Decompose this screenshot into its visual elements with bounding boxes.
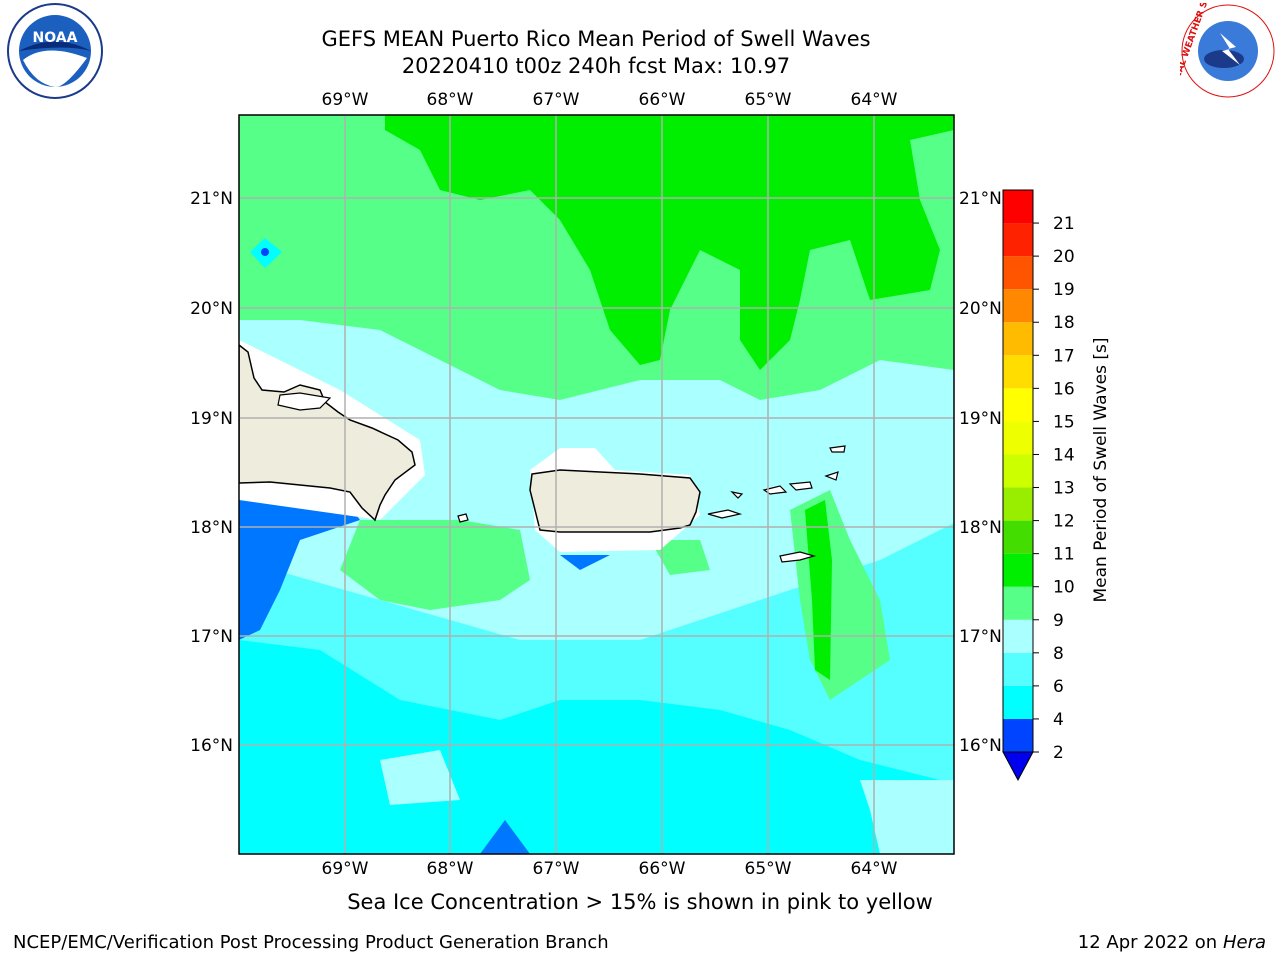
lat-label-left: 21°N: [190, 189, 233, 209]
colorbar-tick-label: 19: [1053, 280, 1075, 300]
field-band-2-4-pr: [560, 555, 610, 570]
map-frame: [238, 114, 955, 855]
lon-label-bottom: 66°W: [639, 859, 686, 879]
noaa-logo: NOAA: [5, 2, 105, 104]
field-band-2-4-south: [480, 820, 530, 854]
lat-label-right: 20°N: [959, 299, 1002, 319]
lat-labels-right: 21°N 20°N 19°N 18°N 17°N 16°N: [959, 189, 1002, 756]
lat-label-left: 20°N: [190, 299, 233, 319]
lat-label-left: 17°N: [190, 627, 233, 647]
lon-label-bottom: 65°W: [745, 859, 792, 879]
colorbar-swatch: [1003, 487, 1033, 521]
colorbar-tick-label: 11: [1053, 545, 1075, 565]
colorbar-tick-label: 15: [1053, 412, 1075, 432]
lon-label-top: 64°W: [851, 90, 898, 110]
colorbar-swatch: [1003, 256, 1033, 290]
colorbar-swatch: [1003, 289, 1033, 323]
colorbar-tick-label: 12: [1053, 512, 1075, 532]
swell-period-field: [239, 115, 954, 854]
chart-subtitle: 20220410 t00z 240h fcst Max: 10.97: [401, 54, 791, 78]
colorbar-swatch: [1003, 421, 1033, 455]
field-band-8-9-southwest: [380, 750, 460, 805]
colorbar-under-arrow: [1002, 751, 1034, 782]
gonave-bay: [277, 392, 332, 411]
field-band-9-10-mona: [340, 520, 530, 610]
field-spot-nw-core: [261, 248, 269, 256]
field-band-10-11-north: [385, 115, 954, 370]
colorbar-label: Mean Period of Swell Waves [s]: [1091, 338, 1111, 603]
colorbar-tick-label: 4: [1053, 710, 1064, 730]
lon-label-bottom: 68°W: [427, 859, 474, 879]
credit-line: NCEP/EMC/Verification Post Processing Pr…: [13, 932, 609, 953]
field-band-10-11-east: [805, 500, 832, 680]
lat-label-right: 16°N: [959, 736, 1002, 756]
chart-title: GEFS MEAN Puerto Rico Mean Period of Swe…: [321, 27, 871, 51]
lat-label-right: 18°N: [959, 518, 1002, 538]
colorbar-swatch: [1003, 190, 1033, 224]
colorbar: 2 4 6 8 9 10 11 12 13 14 15 16 17 18 19 20 21: [1002, 189, 1075, 782]
virgin-islands-tortola: [788, 481, 813, 491]
lon-label-bottom: 64°W: [851, 859, 898, 879]
vieques-island: [707, 509, 743, 519]
st-croix-island: [779, 551, 817, 563]
mona-island: [457, 513, 469, 523]
lat-label-right: 17°N: [959, 627, 1002, 647]
footnote: Sea Ice Concentration > 15% is shown in …: [0, 890, 1280, 914]
colorbar-swatch: [1003, 586, 1033, 620]
colorbar-swatch: [1003, 454, 1033, 488]
field-band-2-4-west: [239, 500, 360, 640]
colorbar-tick-label: 13: [1053, 479, 1075, 499]
lon-labels-bottom: 69°W 68°W 67°W 66°W 65°W 64°W: [322, 859, 898, 879]
colorbar-frame: [1002, 189, 1034, 753]
colorbar-swatch: [1003, 619, 1033, 653]
colorbar-tick-label: 18: [1053, 313, 1075, 333]
colorbar-swatch: [1003, 388, 1033, 422]
date-line: 12 Apr 2022 on Hera: [1078, 932, 1266, 953]
colorbar-tick-label: 9: [1053, 611, 1064, 631]
graticule: [239, 115, 954, 854]
colorbar-swatch: [1003, 718, 1033, 752]
lon-label-top: 65°W: [745, 90, 792, 110]
colorbar-tick-label: 17: [1053, 346, 1075, 366]
colorbar-swatch: [1003, 553, 1033, 587]
footnote-text: Sea Ice Concentration > 15% is shown in …: [347, 890, 933, 914]
lon-label-bottom: 69°W: [322, 859, 369, 879]
colorbar-tick-label: 14: [1053, 445, 1075, 465]
noaa-logo-text: NOAA: [33, 30, 78, 46]
colorbar-tick-label: 6: [1053, 677, 1064, 697]
colorbar-tick-label: 21: [1053, 214, 1075, 234]
colorbar-tick-label: 8: [1053, 644, 1064, 664]
colorbar-swatch: [1003, 355, 1033, 389]
lon-label-top: 67°W: [533, 90, 580, 110]
lon-label-bottom: 67°W: [533, 859, 580, 879]
lat-label-left: 18°N: [190, 518, 233, 538]
lon-label-top: 69°W: [322, 90, 369, 110]
colorbar-tick-label: 16: [1053, 379, 1075, 399]
lat-label-left: 19°N: [190, 409, 233, 429]
colorbar-swatch: [1003, 322, 1033, 356]
colorbar-swatch: [1003, 652, 1033, 686]
lon-label-top: 66°W: [639, 90, 686, 110]
colorbar-swatch: [1003, 685, 1033, 719]
lat-label-left: 16°N: [190, 736, 233, 756]
field-band-9-10-pr-south: [650, 540, 710, 575]
lon-label-top: 68°W: [427, 90, 474, 110]
colorbar-tick-label: 2: [1053, 743, 1064, 763]
culebra-island: [730, 491, 744, 499]
colorbar-tick-label: 20: [1053, 247, 1075, 267]
lat-label-right: 19°N: [959, 409, 1002, 429]
hispaniola-land: [239, 344, 416, 522]
colorbar-tick-label: 10: [1053, 578, 1075, 598]
lon-labels-top: 69°W 68°W 67°W 66°W 65°W 64°W: [322, 90, 898, 110]
anegada-island: [829, 445, 846, 453]
colorbar-swatch: [1003, 223, 1033, 257]
date-host: Hera: [1222, 932, 1266, 953]
colorbar-swatch: [1003, 520, 1033, 554]
lat-labels-left: 21°N 20°N 19°N 18°N 17°N 16°N: [190, 189, 233, 756]
lat-label-right: 21°N: [959, 189, 1002, 209]
field-band-8-9-southeast: [860, 780, 954, 854]
date-text: 12 Apr 2022 on: [1077, 932, 1223, 953]
virgin-gorda-island: [824, 471, 839, 481]
